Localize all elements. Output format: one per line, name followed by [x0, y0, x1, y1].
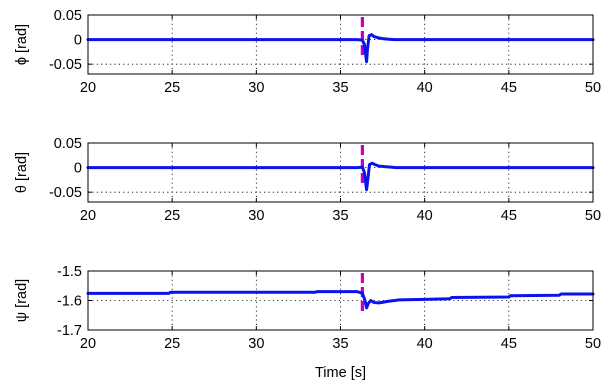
- x-axis-label: Time [s]: [315, 365, 366, 381]
- x-tick-label: 50: [585, 336, 601, 352]
- x-tick-label: 20: [80, 80, 96, 96]
- y-tick-label: -0.05: [49, 57, 82, 73]
- y-tick-label: -1.5: [57, 264, 82, 280]
- x-tick-label: 35: [332, 336, 348, 352]
- y-tick-label: -1.6: [57, 294, 82, 310]
- x-tick-label: 40: [417, 80, 433, 96]
- x-tick-label: 20: [80, 208, 96, 224]
- x-tick-label: 30: [248, 80, 264, 96]
- x-tick-label: 30: [248, 208, 264, 224]
- x-tick-label: 35: [332, 80, 348, 96]
- axes-frame: [87, 14, 594, 75]
- panel-3: 20 25 30 35 40 45 50 -1.5 -1.6 -1.7 ψ [rad] Time [s…: [14, 264, 601, 381]
- series-line: [86, 161, 595, 192]
- x-tick-label: 25: [164, 336, 180, 352]
- y-tick-label: 0.05: [54, 136, 82, 152]
- axes-frame: [87, 142, 594, 203]
- x-tick-label: 35: [332, 208, 348, 224]
- x-tick-label: 45: [501, 208, 517, 224]
- x-tick-label: 20: [80, 336, 96, 352]
- y-tick-label: -0.05: [49, 185, 82, 201]
- y-tick-label: 0: [74, 33, 82, 49]
- y-axis-label: θ [rad]: [14, 152, 30, 193]
- x-tick-label: 40: [417, 336, 433, 352]
- x-tick-label: 50: [585, 208, 601, 224]
- axes-frame: [87, 270, 594, 331]
- y-tick-label: 0.05: [54, 8, 82, 24]
- x-tick-label: 25: [164, 80, 180, 96]
- x-tick-label: 40: [417, 208, 433, 224]
- y-tick-label: -1.7: [57, 323, 82, 339]
- y-axis-label: ψ [rad]: [14, 279, 30, 322]
- x-tick-label: 30: [248, 336, 264, 352]
- x-tick-label: 50: [585, 80, 601, 96]
- series-line: [86, 290, 595, 310]
- panel-2: 20 25 30 35 40 45 50 0.05 0 -0.05 θ [rad]: [14, 136, 601, 224]
- x-tick-label: 45: [501, 80, 517, 96]
- x-tick-label: 45: [501, 336, 517, 352]
- y-tick-label: 0: [74, 161, 82, 177]
- x-tick-label: 25: [164, 208, 180, 224]
- panel-1: 20 25 30 35 40 45 50 0.05 0 -0.05 ϕ [rad]: [14, 8, 601, 96]
- y-axis-label: ϕ [rad]: [14, 24, 30, 65]
- series-line: [86, 33, 595, 64]
